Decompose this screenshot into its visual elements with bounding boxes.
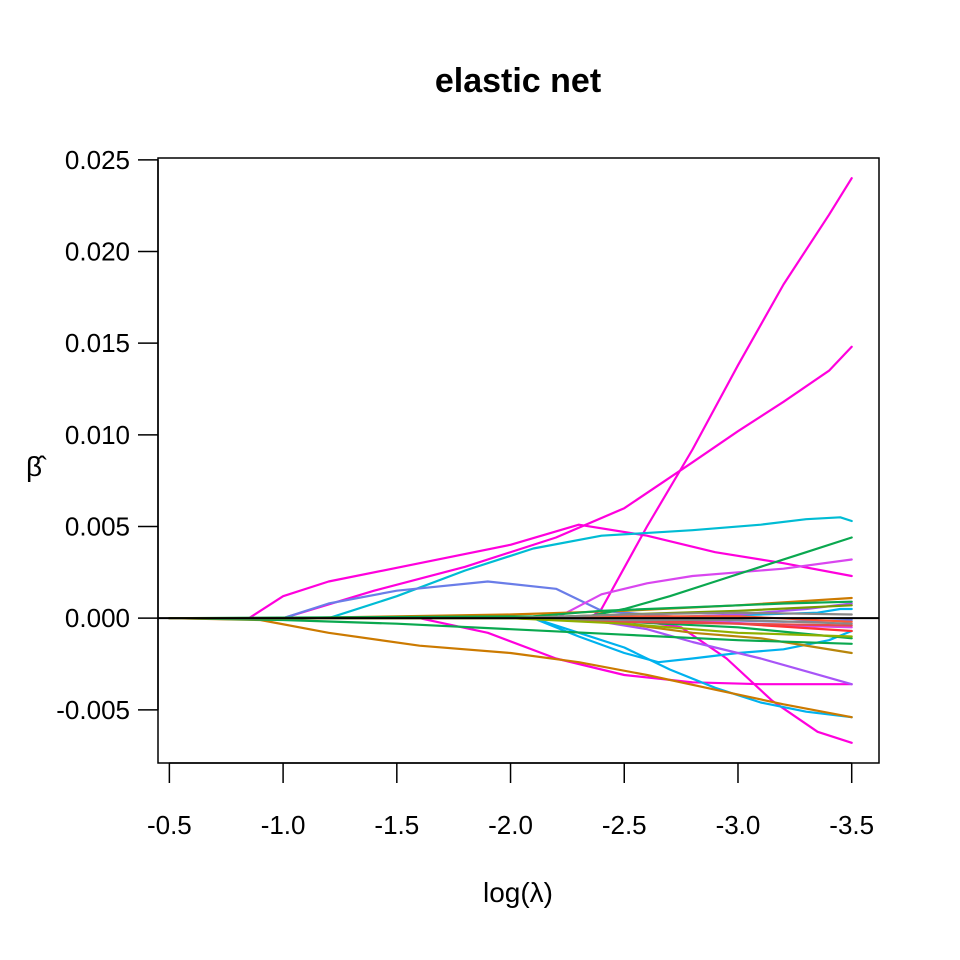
- x-tick-label-1: -0.5: [147, 810, 192, 840]
- series-line-8: [168, 617, 853, 719]
- x-tick-label-6: -3.0: [716, 810, 761, 840]
- x-tick-label-7: -3.5: [829, 810, 874, 840]
- series-line-19: [168, 600, 853, 620]
- y-tick-label-3: 0.005: [65, 512, 130, 542]
- y-tick-label-2: 0.000: [65, 603, 130, 633]
- chart-title: elastic net: [435, 62, 601, 100]
- series-line-20: [168, 617, 853, 645]
- y-tick-label-4: 0.010: [65, 420, 130, 450]
- series-line-6: [168, 516, 853, 620]
- x-axis-label: log(λ): [483, 877, 553, 908]
- x-tick-label-3: -1.5: [374, 810, 419, 840]
- x-tick-label-4: -2.0: [488, 810, 533, 840]
- x-tick-label-5: -2.5: [602, 810, 647, 840]
- series-line-4: [168, 617, 853, 686]
- y-tick-label-6: 0.020: [65, 237, 130, 267]
- series-group: [168, 177, 853, 744]
- y-tick-label-7: 0.025: [65, 145, 130, 175]
- y-axis: -0.005 0.000 0.005 0.010 0.015 0.020 0.025: [56, 145, 159, 725]
- series-line-18: [168, 536, 853, 620]
- x-axis: -0.5 -1.0 -1.5 -2.0 -2.5 -3.0 -3.5: [147, 762, 874, 840]
- series-line-15: [168, 617, 853, 719]
- series-line-3: [168, 523, 853, 620]
- y-tick-label-1: -0.005: [56, 695, 130, 725]
- y-tick-label-5: 0.015: [65, 328, 130, 358]
- series-line-2: [168, 345, 853, 620]
- x-tick-label-2: -1.0: [261, 810, 306, 840]
- plot-frame: [157, 157, 880, 764]
- y-axis-label: β̂: [26, 451, 47, 482]
